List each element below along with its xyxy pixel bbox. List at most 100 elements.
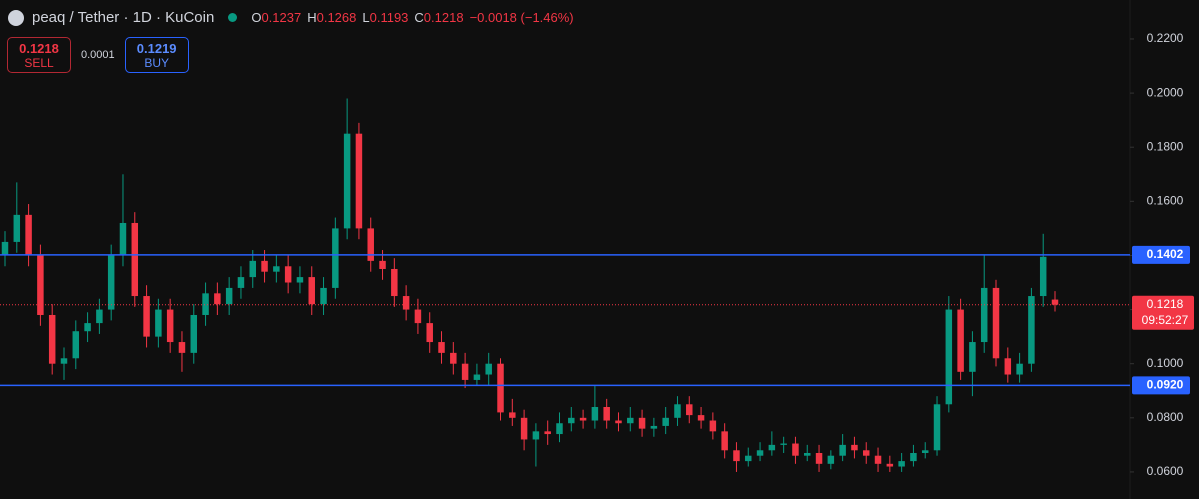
sell-label: SELL: [24, 55, 54, 70]
ohlc-legend: O0.1237 H0.1268 L0.1193 C0.1218 −0.0018 …: [251, 10, 573, 25]
candle-body: [520, 417, 528, 440]
candle-body: [851, 444, 858, 451]
candle-body: [921, 450, 929, 453]
candle-body: [721, 431, 728, 451]
candle-body: [485, 363, 492, 375]
candle-body: [1, 241, 9, 256]
candle-body: [756, 450, 764, 456]
price-label: 0.1402: [1147, 247, 1184, 261]
candle-body: [308, 277, 315, 305]
candle-body: [13, 214, 21, 242]
candle-body: [131, 222, 139, 297]
coin-icon: [8, 9, 24, 26]
candle-body: [473, 374, 481, 380]
candle-body: [1016, 363, 1023, 375]
candle-body: [320, 287, 327, 305]
c-label: C: [414, 10, 424, 25]
sell-price: 0.1218: [19, 40, 59, 56]
candle-body: [391, 268, 398, 297]
candle-body: [544, 431, 551, 435]
high: 0.1268: [316, 10, 357, 25]
o-label: O: [251, 10, 262, 25]
y-tick-label: 0.2200: [1147, 31, 1184, 45]
y-tick-label: 0.1600: [1147, 194, 1184, 208]
close: 0.1218: [423, 10, 464, 25]
candle-body: [273, 266, 280, 272]
candle-body: [568, 417, 575, 424]
candle-body: [84, 323, 91, 332]
candle-body: [674, 404, 681, 418]
candle-body: [178, 342, 186, 353]
candle-body: [874, 455, 882, 464]
candle-body: [933, 404, 941, 451]
last-price-label: 0.1218: [1147, 297, 1184, 311]
candle-body: [296, 277, 304, 283]
open: 0.1237: [261, 10, 302, 25]
candle-body: [438, 342, 445, 353]
candle-body: [119, 222, 127, 256]
y-tick-label: 0.1800: [1147, 139, 1184, 153]
candle-body: [579, 417, 587, 421]
candle-body: [261, 260, 268, 272]
candle-body: [450, 352, 457, 364]
candle-body: [1051, 299, 1059, 305]
candle-body: [426, 323, 433, 343]
candle-body: [60, 358, 68, 364]
l-label: L: [362, 10, 370, 25]
buy-button[interactable]: 0.1219 BUY: [124, 37, 189, 73]
candle-body: [1039, 256, 1047, 297]
candle-body: [839, 444, 846, 456]
candle-body: [96, 309, 103, 324]
spread: 0.0001: [81, 49, 115, 61]
candle-body: [745, 455, 752, 462]
candle-body: [25, 214, 32, 256]
candle-body: [591, 406, 599, 421]
candle-body: [1004, 358, 1012, 375]
candle-body: [957, 309, 964, 372]
buy-label: BUY: [144, 55, 169, 70]
low: 0.1193: [369, 10, 409, 25]
candle-body: [249, 260, 256, 278]
candle-body: [143, 296, 150, 337]
candle-body: [155, 309, 162, 337]
candle-body: [343, 133, 351, 229]
candle-body: [107, 255, 115, 310]
y-tick-label: 0.2000: [1147, 85, 1184, 99]
candle-body: [969, 342, 976, 372]
y-tick-label: 0.0600: [1147, 464, 1184, 478]
candle-body: [792, 443, 799, 456]
candle-body: [615, 420, 622, 424]
price-label-bg: [1132, 245, 1190, 264]
candle-body: [509, 412, 516, 418]
change: −0.0018 (−1.46%): [469, 10, 574, 25]
candle-body: [780, 443, 787, 445]
candle-body: [190, 314, 198, 353]
sell-button[interactable]: 0.1218 SELL: [7, 37, 71, 73]
candle-body: [355, 133, 363, 229]
candle-body: [945, 309, 953, 405]
candle-body: [980, 287, 988, 343]
candle-body: [379, 260, 386, 269]
candle-body: [37, 255, 44, 315]
candle-body: [237, 277, 245, 288]
candle-body: [1028, 296, 1035, 364]
symbol[interactable]: peaq / Tether · 1D · KuCoin: [32, 9, 215, 26]
candle-body: [367, 228, 374, 261]
candle-body: [709, 420, 717, 432]
candle-body: [862, 450, 870, 456]
candle-body: [627, 417, 634, 424]
candle-body: [497, 363, 504, 413]
candle-body: [225, 287, 233, 305]
y-tick-label: 0.0800: [1147, 410, 1184, 424]
candle-body: [603, 406, 610, 421]
candle-body: [48, 314, 56, 364]
price-label-bg: [1132, 376, 1190, 395]
candle-body: [733, 450, 740, 462]
candle-body: [461, 363, 469, 380]
candle-body: [556, 423, 563, 435]
candle-body: [202, 293, 209, 315]
buy-price: 0.1219: [136, 40, 177, 56]
candle-body: [815, 452, 823, 464]
